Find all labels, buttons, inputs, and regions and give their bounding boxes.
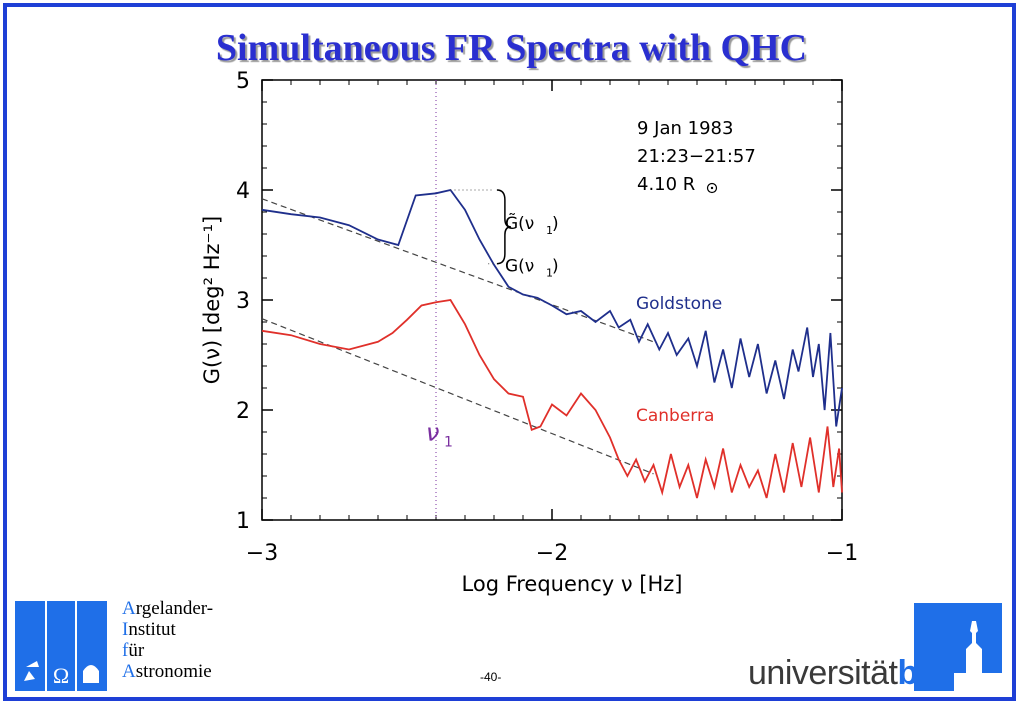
nu1-label: ν xyxy=(426,419,439,447)
institute-line: für xyxy=(122,640,145,661)
series-line-goldstone xyxy=(261,188,843,427)
g-subscript: 1 xyxy=(546,267,553,280)
nu1-subscript: 1 xyxy=(444,435,453,451)
slide-title: Simultaneous FR Spectra with QHC xyxy=(215,27,808,69)
x-tick-label: −1 xyxy=(826,541,858,566)
telescope-omega-observatory-icon: Ω xyxy=(24,601,99,691)
y-axis-label: G(ν) [deg² Hz⁻¹] xyxy=(200,216,224,384)
slide-frame xyxy=(3,3,1016,701)
plot-frame xyxy=(261,79,843,521)
university-building-icon xyxy=(954,621,1002,691)
institute-logo: Ω xyxy=(15,601,107,691)
x-axis-label: Log Frequency ν [Hz] xyxy=(462,572,683,596)
observation-time: 21:23−21:57 xyxy=(637,146,756,167)
g-tilde-subscript: 1 xyxy=(546,224,553,237)
institute-name: Argelander- Institut für Astronomie xyxy=(122,598,213,682)
y-tick-label: 2 xyxy=(236,399,250,424)
g-tilde-label: G̃(ν xyxy=(505,213,534,234)
series-label-canberra: Canberra xyxy=(636,406,714,426)
series-line-canberra xyxy=(261,299,843,499)
observation-distance: 4.10 R xyxy=(637,174,695,195)
g-bracket xyxy=(496,189,511,265)
x-tick-label: −2 xyxy=(536,541,568,566)
university-logo xyxy=(914,603,1002,691)
observation-date: 9 Jan 1983 xyxy=(637,118,733,139)
institute-line: Argelander- xyxy=(122,598,214,619)
g-tilde-close: ) xyxy=(552,214,559,234)
y-tick-label: 1 xyxy=(236,509,250,534)
y-tick-label: 5 xyxy=(236,69,250,94)
y-tick-label: 4 xyxy=(236,179,250,204)
g-close: ) xyxy=(552,257,559,277)
series-label-goldstone: Goldstone xyxy=(636,294,722,314)
x-tick-label: −3 xyxy=(246,541,278,566)
institute-line: Astronomie xyxy=(122,661,212,682)
page-number: -40- xyxy=(480,670,502,684)
solar-dot xyxy=(710,186,714,190)
g-label: G(ν xyxy=(505,257,534,277)
y-tick-label: 3 xyxy=(236,289,250,314)
solar-circle xyxy=(706,182,718,194)
svg-text:Ω: Ω xyxy=(53,663,69,688)
institute-line: Institut xyxy=(122,619,176,640)
solar-symbol-icon xyxy=(706,182,718,194)
